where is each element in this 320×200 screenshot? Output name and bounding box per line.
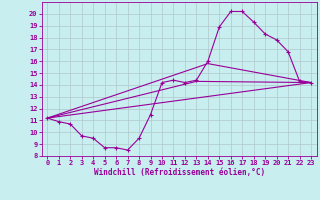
X-axis label: Windchill (Refroidissement éolien,°C): Windchill (Refroidissement éolien,°C): [94, 168, 265, 177]
